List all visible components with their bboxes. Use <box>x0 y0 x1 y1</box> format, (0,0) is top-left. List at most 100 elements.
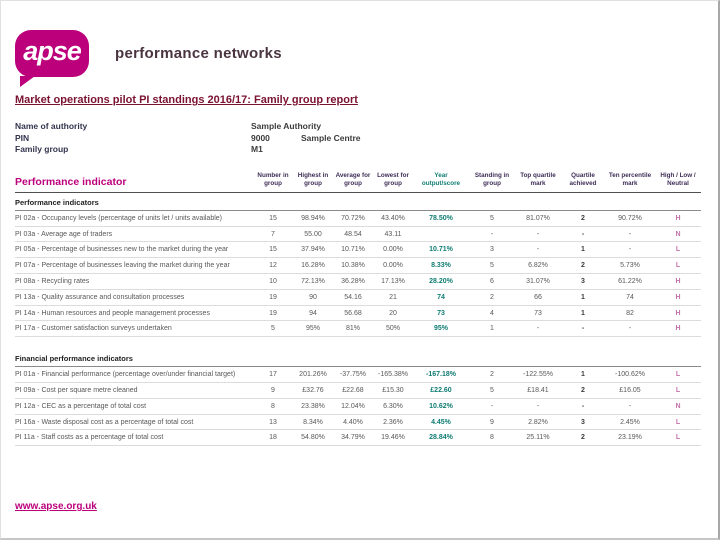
value-cell: 8 <box>490 434 494 442</box>
value-cell: - <box>536 325 540 333</box>
meta-value: Sample Authority <box>251 121 322 131</box>
value-cell: 6 <box>490 277 494 285</box>
value-cell: 72.13% <box>301 277 325 285</box>
value-cell: -122.55% <box>523 371 553 379</box>
value-cell: 82 <box>626 309 634 317</box>
value-cell: 90.72% <box>618 214 642 222</box>
table-row: PI 12a - CEC as a percentage of total co… <box>15 399 701 415</box>
value-cell: 12.04% <box>341 402 365 410</box>
section-title: Performance indicators <box>15 193 701 211</box>
value-cell: H <box>675 293 681 301</box>
value-cell: 34.79% <box>341 434 365 442</box>
column-header: Highest in group <box>297 171 329 187</box>
value-cell: 31.07% <box>526 277 550 285</box>
table-row: PI 03a - Average age of traders 7 55.00 48.… <box>15 227 701 243</box>
value-cell: 10.62% <box>429 402 453 410</box>
column-header: Ten percentile mark <box>608 171 652 187</box>
table-row: PI 13a - Quality assurance and consultat… <box>15 290 701 306</box>
report-title: Market operations pilot PI standings 201… <box>15 94 358 106</box>
brand-tagline: performance networks <box>115 44 282 62</box>
value-cell: 78.50% <box>429 214 453 222</box>
value-cell: 50% <box>385 325 400 333</box>
value-cell: 15 <box>269 214 277 222</box>
value-cell: 1 <box>581 246 585 254</box>
value-cell: L <box>675 371 681 379</box>
table-row: PI 01a - Financial performance (percenta… <box>15 367 701 384</box>
value-cell: 19.46% <box>381 434 405 442</box>
value-cell: 37.94% <box>301 246 325 254</box>
value-cell: 4.40% <box>343 418 363 426</box>
value-cell: 61.22% <box>618 277 642 285</box>
indicator-name: PI 02a - Occupancy levels (percentage of… <box>15 214 222 222</box>
value-cell: 95% <box>433 325 448 333</box>
apse-url-link[interactable]: www.apse.org.uk <box>15 501 97 512</box>
meta-label: Name of authority <box>15 121 88 131</box>
table-row: PI 07a - Percentage of businesses leavin… <box>15 258 701 275</box>
value-cell: 2.82% <box>528 418 548 426</box>
value-cell: H <box>675 214 681 222</box>
indicator-name: PI 13a - Quality assurance and consultat… <box>15 293 185 301</box>
value-cell: - <box>581 325 585 333</box>
value-cell: 8 <box>271 402 275 410</box>
value-cell: H <box>675 309 681 317</box>
value-cell: 20 <box>389 309 397 317</box>
value-cell: 48.54 <box>344 230 362 238</box>
value-cell: 18 <box>269 434 277 442</box>
table-row: PI 08a - Recycling rates 10 72.13% 36.28% 17… <box>15 274 701 290</box>
meta-row-authority: Name of authority Sample Authority <box>15 121 704 133</box>
value-cell: 28.20% <box>429 277 453 285</box>
value-cell: 6.30% <box>383 402 403 410</box>
table-row: PI 09a - Cost per square metre cleaned 9 £… <box>15 383 701 399</box>
column-header: Year output/score <box>421 171 461 187</box>
performance-indicator-header: Performance indicator <box>15 175 127 188</box>
value-cell: 19 <box>269 309 277 317</box>
meta-label: Family group <box>15 144 69 154</box>
value-cell: L <box>675 262 681 270</box>
value-cell: -100.62% <box>615 371 645 379</box>
value-cell: 23.19% <box>618 434 642 442</box>
value-cell: - <box>628 246 632 254</box>
value-cell: 74 <box>626 293 634 301</box>
value-cell <box>413 232 469 236</box>
indicator-name: PI 05a - Percentage of businesses new to… <box>15 246 229 254</box>
column-header: Quartile achieved <box>569 171 597 187</box>
indicator-name: PI 16a - Waste disposal cost as a percen… <box>15 418 194 426</box>
value-cell: 10.71% <box>429 246 453 254</box>
value-cell: 36.28% <box>341 277 365 285</box>
value-cell: £32.76 <box>302 386 324 394</box>
value-cell: 10.38% <box>341 262 365 270</box>
meta-value: M1 <box>251 144 263 154</box>
table-row: PI 17a - Customer satisfaction surveys u… <box>15 321 701 338</box>
value-cell: L <box>675 246 681 254</box>
value-cell: 98.94% <box>301 214 325 222</box>
value-cell: 17 <box>269 371 277 379</box>
apse-logo: apse <box>15 29 89 87</box>
value-cell: - <box>536 230 540 238</box>
table-row: PI 05a - Percentage of businesses new to… <box>15 242 701 259</box>
value-cell: - <box>490 230 494 238</box>
value-cell: 73 <box>437 309 445 317</box>
value-cell: - <box>581 402 585 410</box>
value-cell: L <box>675 434 681 442</box>
value-cell: 5.73% <box>620 262 640 270</box>
indicator-name: PI 09a - Cost per square metre cleaned <box>15 386 138 394</box>
value-cell: 8.34% <box>303 418 323 426</box>
column-header: Number in group <box>257 171 289 187</box>
value-cell: H <box>675 277 681 285</box>
value-cell: 1 <box>490 325 494 333</box>
value-cell: -165.38% <box>378 371 408 379</box>
value-cell: £16.05 <box>619 386 641 394</box>
apse-logo-text: apse <box>23 36 82 66</box>
value-cell: 95% <box>305 325 320 333</box>
value-cell: 9 <box>490 418 494 426</box>
meta-row-family-group: Family group M1 <box>15 144 704 156</box>
value-cell: 15 <box>269 246 277 254</box>
value-cell: 5 <box>490 214 494 222</box>
value-cell: 94 <box>309 309 317 317</box>
value-cell: - <box>581 230 585 238</box>
value-cell: L <box>675 418 681 426</box>
value-cell: 2 <box>581 386 585 394</box>
value-cell: 1 <box>581 309 585 317</box>
meta-label: PIN <box>15 132 30 143</box>
table-body: Performance indicators PI 02a - Occupancy… <box>15 193 701 447</box>
